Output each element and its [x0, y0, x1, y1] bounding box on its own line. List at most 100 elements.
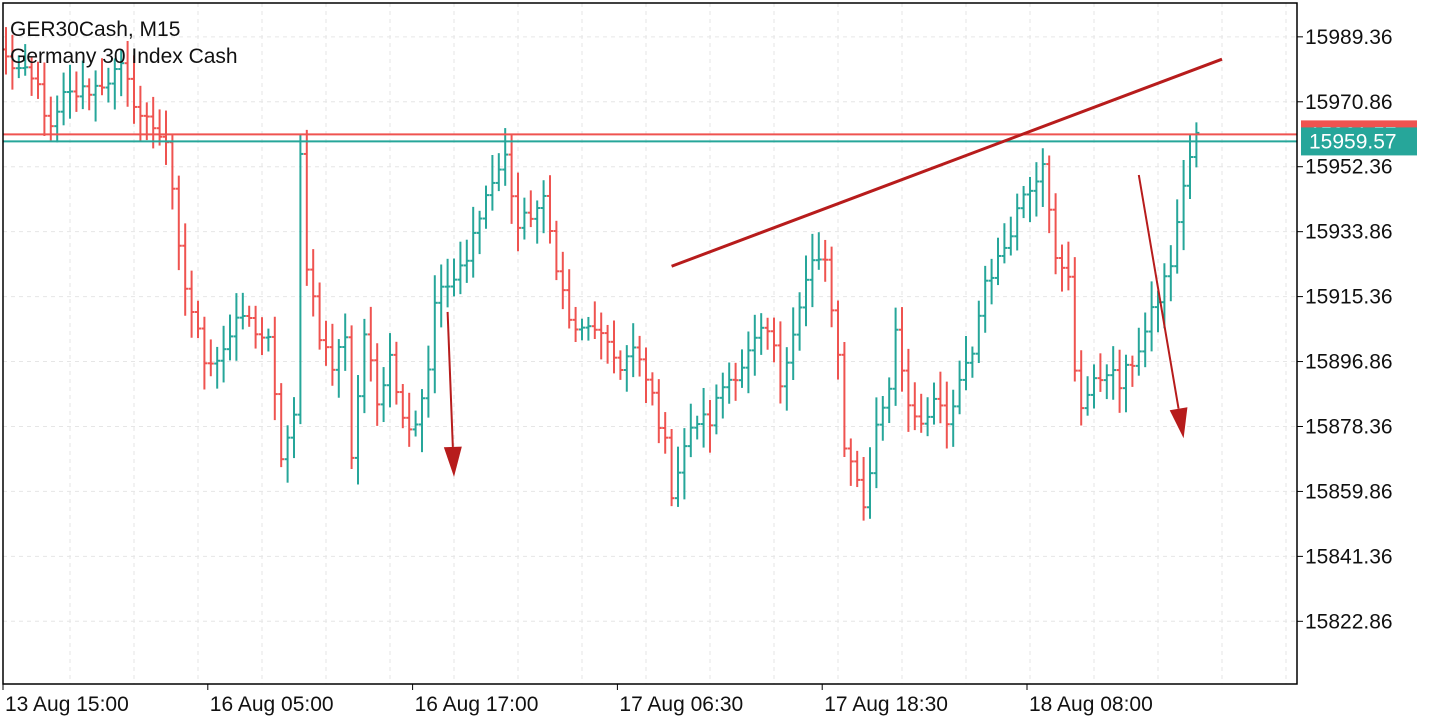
ohlc-bar-bullish	[291, 397, 297, 459]
ohlc-bar-bullish	[1161, 263, 1168, 329]
ohlc-bar-bullish	[1187, 133, 1193, 200]
ohlc-bar-bearish	[246, 305, 253, 327]
ohlc-bar-bullish	[412, 410, 419, 437]
ohlc-bar-bearish	[374, 343, 381, 426]
ohlc-bar-bearish	[201, 316, 208, 390]
ohlc-bar-bullish	[444, 258, 451, 308]
ohlc-bar-bullish	[438, 264, 445, 328]
ohlc-bar-bearish	[99, 58, 105, 96]
ohlc-bar-bullish	[687, 403, 694, 458]
ohlc-bar-bearish	[1097, 353, 1104, 392]
ohlc-bar-bullish	[950, 389, 957, 447]
ohlc-bar-bullish	[931, 382, 937, 425]
ohlc-bar-bullish	[1084, 376, 1091, 416]
ohlc-bar-bullish	[105, 67, 112, 103]
instrument-description: Germany 30 Index Cash	[10, 45, 238, 68]
ohlc-bar-bearish	[41, 62, 48, 137]
ohlc-bar-bullish	[924, 397, 931, 437]
ohlc-bar-bullish	[751, 314, 758, 376]
ohlc-bar-bullish	[361, 318, 368, 414]
ohlc-bar-bearish	[35, 61, 41, 99]
ohlc-bar-bearish	[572, 306, 579, 342]
arrow-head	[443, 446, 462, 477]
ohlc-bar-bullish	[60, 72, 67, 126]
ohlc-bar-bullish	[1148, 281, 1155, 352]
price-tick-label: 15952.36	[1305, 156, 1393, 179]
arrow-shaft	[1137, 174, 1180, 409]
ohlc-bar-bullish	[457, 241, 464, 295]
ohlc-bar-bullish	[1174, 199, 1181, 274]
ohlc-bar-bearish	[86, 78, 93, 111]
ohlc-bar-bullish	[982, 265, 989, 333]
ohlc-bar-bearish	[137, 85, 144, 142]
ohlc-bar-bullish	[681, 428, 688, 500]
ohlc-bar-bullish	[579, 318, 585, 341]
ohlc-bar-bearish	[732, 362, 739, 401]
ohlc-bar-bearish	[937, 371, 944, 424]
ohlc-bar-bearish	[1078, 350, 1085, 426]
arrow-head	[1169, 407, 1188, 439]
price-tick-label: 15989.36	[1305, 26, 1393, 49]
price-tick-label: 15970.86	[1305, 91, 1393, 114]
ohlc-bar-bearish	[348, 325, 355, 470]
ohlc-bar-bearish	[329, 323, 336, 386]
ohlc-bar-bearish	[860, 456, 867, 521]
time-tick-label: 13 Aug 15:00	[5, 693, 129, 716]
ohlc-bar-bullish	[956, 360, 963, 415]
ohlc-bar-bullish	[815, 232, 822, 270]
ohlc-bar-bullish	[1142, 312, 1149, 368]
ohlc-bar-bearish	[367, 306, 374, 382]
price-tick-label: 15841.36	[1305, 545, 1393, 568]
price-tick-label: 15822.86	[1305, 610, 1393, 633]
ohlc-bar-bullish	[995, 237, 1001, 286]
ohlc-bar-bullish	[1007, 216, 1014, 256]
ohlc-bar-bullish	[1180, 159, 1187, 251]
ohlc-bar-bearish	[854, 450, 861, 488]
ohlc-bar-bullish	[1103, 364, 1110, 400]
ohlc-bar-bullish	[470, 206, 477, 278]
ohlc-bar-bullish	[118, 49, 125, 97]
resistance-trendline[interactable]	[671, 57, 1223, 268]
price-tick-label: 15896.86	[1305, 351, 1393, 374]
ohlc-bar-bearish	[1046, 155, 1053, 234]
chart-frame	[2, 2, 1298, 685]
ohlc-bar-bullish	[495, 153, 502, 192]
ohlc-bar-bearish	[835, 300, 841, 380]
ohlc-bar-bullish	[892, 307, 899, 406]
chart-info: GER30Cash, M15 Germany 30 Index Cash	[10, 16, 238, 70]
ohlc-bar-bearish	[1059, 244, 1065, 292]
ohlc-bar-bullish	[745, 331, 752, 394]
ohlc-bar-bearish	[1052, 193, 1059, 275]
down-arrow[interactable]	[443, 311, 462, 477]
down-arrow[interactable]	[1137, 174, 1188, 439]
ohlc-bar-bullish	[502, 128, 509, 186]
ohlc-bar-bearish	[598, 312, 605, 360]
ohlc-bar-bullish	[265, 328, 272, 352]
ohlc-bar-bearish	[771, 317, 777, 363]
ohlc-bar-bullish	[233, 293, 240, 361]
ohlc-bar-bullish	[1110, 346, 1117, 400]
ohlc-bar-bearish	[28, 57, 35, 96]
ohlc-bar-bullish	[694, 415, 701, 440]
ohlc-bar-bearish	[828, 246, 835, 328]
ohlc-bar-bullish	[476, 210, 483, 255]
time-tick-label: 17 Aug 18:30	[824, 693, 948, 716]
ohlc-bar-bearish	[73, 71, 80, 112]
ohlc-bar-bearish	[316, 282, 323, 350]
ohlc-bar-bearish	[617, 350, 624, 380]
ohlc-bar-bullish	[1039, 148, 1046, 207]
ohlc-bar-bearish	[271, 316, 278, 421]
ohlc-bar-bearish	[905, 348, 912, 432]
ohlc-bar-bearish	[310, 249, 317, 317]
ohlc-bar-bearish	[399, 384, 406, 429]
user-drawings[interactable]	[443, 57, 1223, 477]
ohlc-bar-bullish	[623, 345, 630, 392]
time-tick-label: 16 Aug 17:00	[415, 693, 539, 716]
ohlc-bar-bearish	[841, 341, 848, 457]
ohlc-bar-bearish	[150, 96, 157, 149]
ohlc-bar-bullish	[886, 377, 893, 424]
ohlc-bar-bullish	[489, 154, 496, 211]
ohlc-bar-bearish	[918, 393, 925, 433]
